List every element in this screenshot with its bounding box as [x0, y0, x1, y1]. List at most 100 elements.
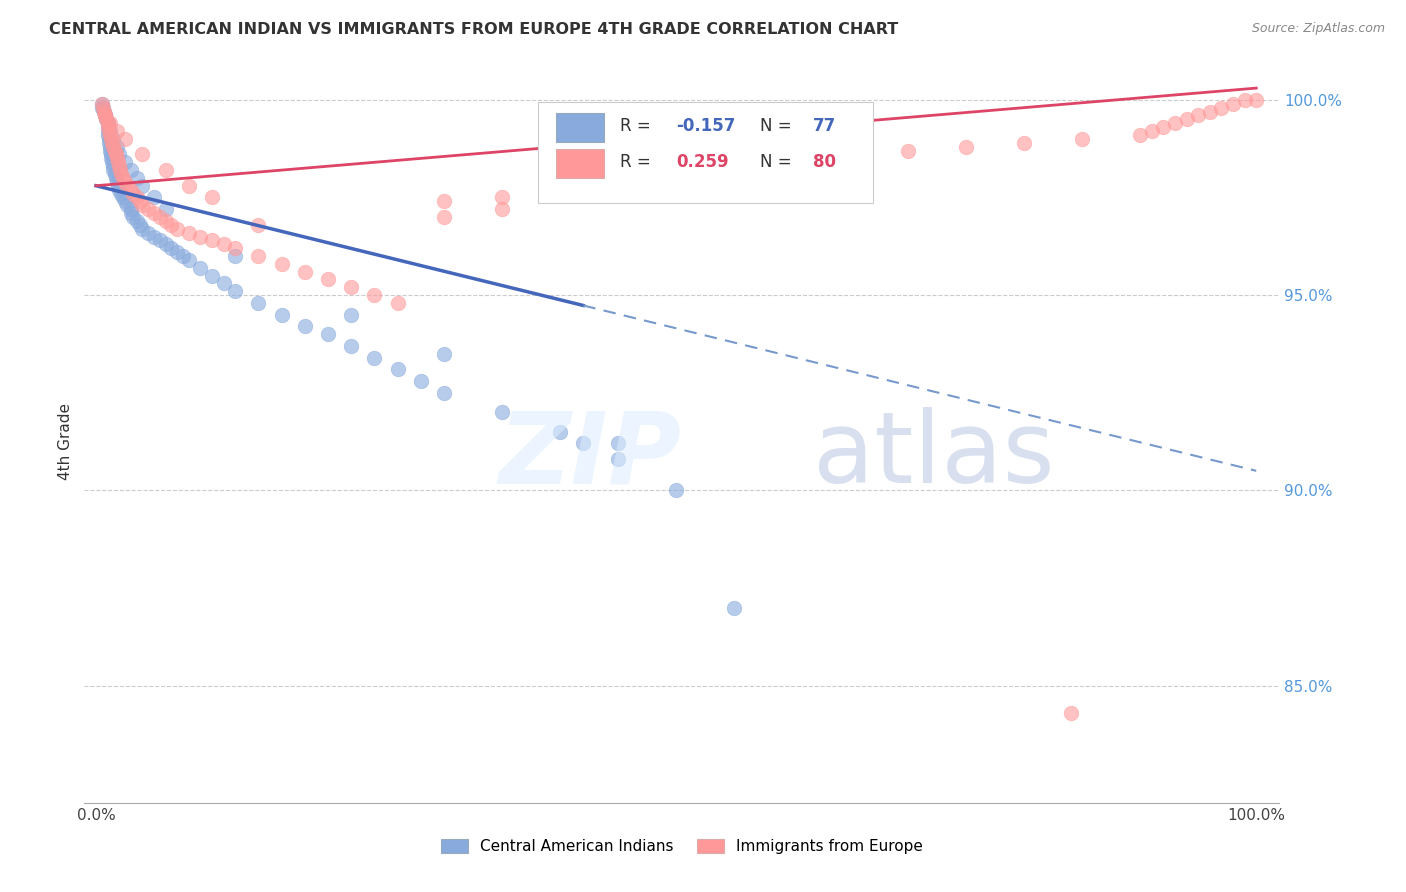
Point [129, 218, 152, 232]
Point [131, 147, 153, 161]
Point [90, 101, 112, 115]
Point [129, 194, 152, 209]
Point [155, 237, 177, 252]
Point [103, 144, 125, 158]
Point [270, 308, 292, 322]
Point [97, 120, 120, 135]
FancyBboxPatch shape [557, 112, 605, 142]
Point [93, 104, 115, 119]
Point [90, 96, 112, 111]
Point [104, 147, 127, 161]
Point [839, 147, 862, 161]
Point [955, 139, 977, 153]
Point [160, 218, 183, 232]
Point [1071, 132, 1094, 146]
Point [98, 139, 121, 153]
Point [125, 214, 148, 228]
Point [107, 178, 129, 193]
Point [387, 296, 409, 310]
Point [1129, 128, 1152, 142]
Point [131, 221, 153, 235]
Point [98, 128, 121, 142]
Point [131, 198, 153, 212]
Point [101, 155, 124, 169]
Point [190, 229, 212, 244]
Point [224, 284, 246, 298]
Point [160, 241, 183, 255]
Point [190, 260, 212, 275]
Y-axis label: 4th Grade: 4th Grade [58, 403, 73, 480]
Point [387, 362, 409, 376]
Point [105, 124, 128, 138]
Point [212, 237, 235, 252]
Point [103, 167, 125, 181]
Point [607, 452, 630, 467]
Point [122, 210, 145, 224]
Point [1152, 120, 1174, 135]
Text: N =: N = [759, 153, 796, 171]
Point [120, 206, 142, 220]
Point [1187, 108, 1209, 122]
Text: R =: R = [620, 117, 655, 135]
Point [117, 198, 139, 212]
Point [1233, 93, 1256, 107]
FancyBboxPatch shape [557, 149, 605, 178]
Point [665, 483, 688, 498]
Point [491, 405, 513, 419]
Point [114, 194, 136, 209]
Point [491, 190, 513, 204]
Point [94, 108, 117, 122]
Text: 0.259: 0.259 [676, 153, 728, 171]
Point [201, 234, 224, 248]
Legend: Central American Indians, Immigrants from Europe: Central American Indians, Immigrants fro… [434, 833, 929, 860]
Point [108, 147, 131, 161]
Point [98, 116, 121, 130]
Point [104, 170, 127, 185]
Point [491, 202, 513, 216]
Point [340, 339, 363, 353]
Point [548, 425, 571, 439]
Point [100, 147, 122, 161]
Point [607, 436, 630, 450]
Point [125, 170, 148, 185]
Point [120, 202, 142, 216]
Text: Source: ZipAtlas.com: Source: ZipAtlas.com [1251, 22, 1385, 36]
Point [110, 186, 132, 201]
Point [122, 186, 145, 201]
Point [270, 257, 292, 271]
Point [1175, 112, 1198, 127]
Point [90, 96, 112, 111]
Point [131, 178, 153, 193]
Point [100, 152, 122, 166]
Point [1164, 116, 1187, 130]
Point [103, 163, 125, 178]
Point [294, 265, 316, 279]
Text: 80: 80 [814, 153, 837, 171]
Point [105, 175, 128, 189]
Point [1222, 96, 1244, 111]
Point [155, 214, 177, 228]
Point [103, 159, 125, 173]
Point [107, 155, 129, 169]
Point [114, 132, 136, 146]
Point [723, 600, 745, 615]
Point [117, 178, 139, 193]
Point [155, 163, 177, 178]
Point [114, 175, 136, 189]
Point [149, 234, 172, 248]
Point [316, 327, 339, 342]
Point [572, 436, 595, 450]
Point [96, 112, 118, 127]
Point [149, 210, 172, 224]
Point [1012, 136, 1035, 150]
Text: 77: 77 [814, 117, 837, 135]
Point [97, 124, 120, 138]
Point [201, 268, 224, 283]
Point [136, 202, 159, 216]
Point [114, 155, 136, 169]
Point [177, 252, 200, 267]
Point [723, 155, 745, 169]
Point [94, 108, 117, 122]
Point [166, 221, 188, 235]
Point [294, 319, 316, 334]
